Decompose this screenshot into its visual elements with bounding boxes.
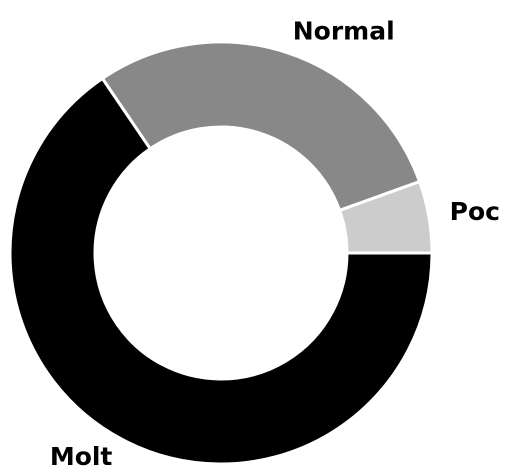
donut-slice bbox=[100, 40, 422, 212]
slice-label: Normal bbox=[293, 16, 395, 45]
donut-slice bbox=[8, 76, 434, 466]
slice-label: Molt bbox=[50, 442, 113, 468]
slice-label: Poc bbox=[450, 197, 500, 226]
